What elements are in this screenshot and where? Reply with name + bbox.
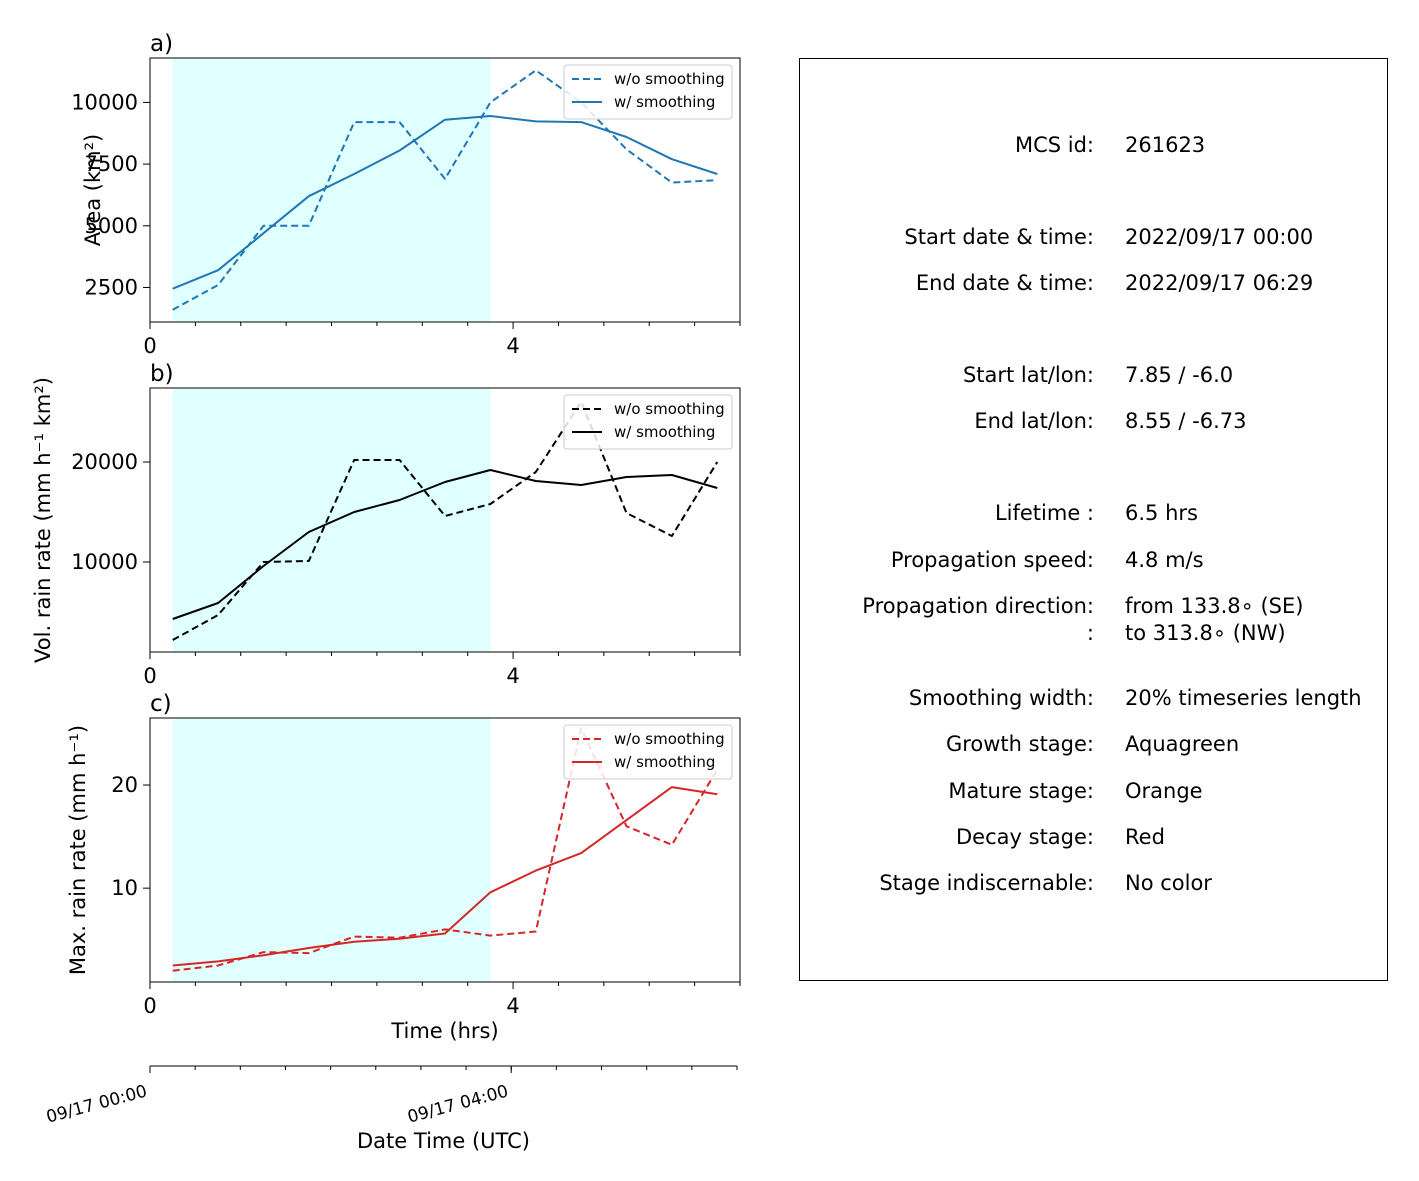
- y-tick-label: 5000: [85, 214, 138, 238]
- info-label: Growth stage:: [945, 732, 1094, 756]
- legend-entry: w/ smoothing: [614, 423, 715, 441]
- info-value: 8.55 / -6.73: [1125, 409, 1247, 433]
- growth-stage-shading: [172, 388, 491, 652]
- info-label: Start date & time:: [904, 225, 1094, 249]
- panel-label: c): [150, 691, 172, 717]
- y-tick-label: 7500: [85, 152, 138, 176]
- y-tick-label: 10000: [71, 90, 138, 114]
- series-line-smoothed: [172, 469, 718, 620]
- legend: w/o smoothing w/ smoothing: [563, 724, 733, 780]
- x-tick-label: 4: [506, 994, 519, 1018]
- series-line-raw: [172, 401, 719, 641]
- info-value: 2022/09/17 00:00: [1125, 225, 1314, 249]
- info-label: Decay stage:: [956, 825, 1094, 849]
- panel-label: b): [150, 361, 174, 387]
- axes-frame: [149, 717, 741, 983]
- panel-2: 10000 20000 0 4 b) Vol. rain rate (mm h⁻¹ km²…: [31, 361, 741, 688]
- x-tick-label: 0: [143, 334, 156, 358]
- series-line-smoothed: [172, 115, 718, 290]
- x-axis-label: Time (hrs): [390, 1019, 498, 1043]
- panel-3: 10 20 0 4 c) Max. rain rate (mm h⁻¹) Time (hrs…: [66, 691, 741, 1043]
- datetime-tick-label: 09/17 00:00: [44, 1082, 149, 1128]
- legend-entry: w/ smoothing: [614, 93, 715, 111]
- panel-label: a): [150, 31, 173, 57]
- info-label: :: [1086, 621, 1094, 645]
- info-value: 2022/09/17 06:29: [1125, 271, 1314, 295]
- y-axis-label: Vol. rain rate (mm h⁻¹ km²): [31, 377, 55, 663]
- y-tick-label: 2500: [85, 275, 138, 299]
- y-tick-label: 10: [111, 876, 138, 900]
- info-label: Smoothing width:: [908, 686, 1094, 710]
- growth-stage-shading: [172, 718, 491, 982]
- info-label: Propagation speed:: [890, 548, 1094, 572]
- x-tick-label: 4: [506, 664, 519, 688]
- y-tick-label: 20: [111, 773, 138, 797]
- mcs-info-panel: MCS id: 261623 Start date & time: 2022/09/…: [799, 58, 1388, 981]
- series-line-raw: [172, 69, 718, 311]
- legend: w/o smoothing w/ smoothing: [563, 394, 733, 450]
- panel-1: 2500 5000 7500 10000 0 4 a) Area (km²) w/o smoot…: [71, 31, 741, 358]
- legend-frame: [563, 64, 733, 120]
- info-value: from 133.8∘ (SE): [1125, 594, 1304, 618]
- info-label: Propagation direction:: [862, 594, 1094, 618]
- growth-stage-shading: [172, 58, 491, 322]
- legend-entry: w/o smoothing: [614, 730, 725, 748]
- info-label: End lat/lon:: [974, 409, 1094, 433]
- legend-frame: [563, 394, 733, 450]
- x-tick-label: 0: [143, 664, 156, 688]
- y-axis-label: Max. rain rate (mm h⁻¹): [66, 725, 90, 975]
- axes-frame: [149, 387, 741, 653]
- info-value: Orange: [1125, 779, 1203, 803]
- info-value: Red: [1125, 825, 1165, 849]
- x-tick-label: 4: [506, 334, 519, 358]
- legend-entry: w/o smoothing: [614, 400, 725, 418]
- info-value: 261623: [1125, 133, 1206, 157]
- info-value: 6.5 hrs: [1125, 501, 1198, 525]
- legend-entry: w/o smoothing: [614, 70, 725, 88]
- x-tick-label: 0: [143, 994, 156, 1018]
- axes-frame: [149, 57, 741, 323]
- series-line-smoothed: [172, 786, 718, 967]
- info-label: Mature stage:: [948, 779, 1094, 803]
- legend-entry: w/ smoothing: [614, 753, 715, 771]
- datetime-tick-label: 09/17 04:00: [405, 1082, 510, 1128]
- info-value: 20% timeseries length: [1125, 686, 1362, 710]
- info-value: to 313.8∘ (NW): [1125, 621, 1286, 645]
- info-label: Lifetime :: [994, 501, 1094, 525]
- info-value: 7.85 / -6.0: [1125, 363, 1234, 387]
- info-label: End date & time:: [915, 271, 1094, 295]
- series-line-raw: [172, 727, 719, 972]
- info-value: Aquagreen: [1125, 732, 1240, 756]
- y-tick-label: 20000: [71, 450, 138, 474]
- datetime-axis-label: Date Time (UTC): [357, 1129, 530, 1153]
- info-value: No color: [1125, 871, 1212, 895]
- y-tick-label: 10000: [71, 550, 138, 574]
- info-label: Start lat/lon:: [962, 363, 1094, 387]
- y-axis-label: Area (km²): [81, 134, 105, 246]
- legend: w/o smoothing w/ smoothing: [563, 64, 733, 120]
- legend-frame: [563, 724, 733, 780]
- info-label: MCS id:: [1014, 133, 1094, 157]
- info-label: Stage indiscernable:: [879, 871, 1094, 895]
- info-value: 4.8 m/s: [1125, 548, 1204, 572]
